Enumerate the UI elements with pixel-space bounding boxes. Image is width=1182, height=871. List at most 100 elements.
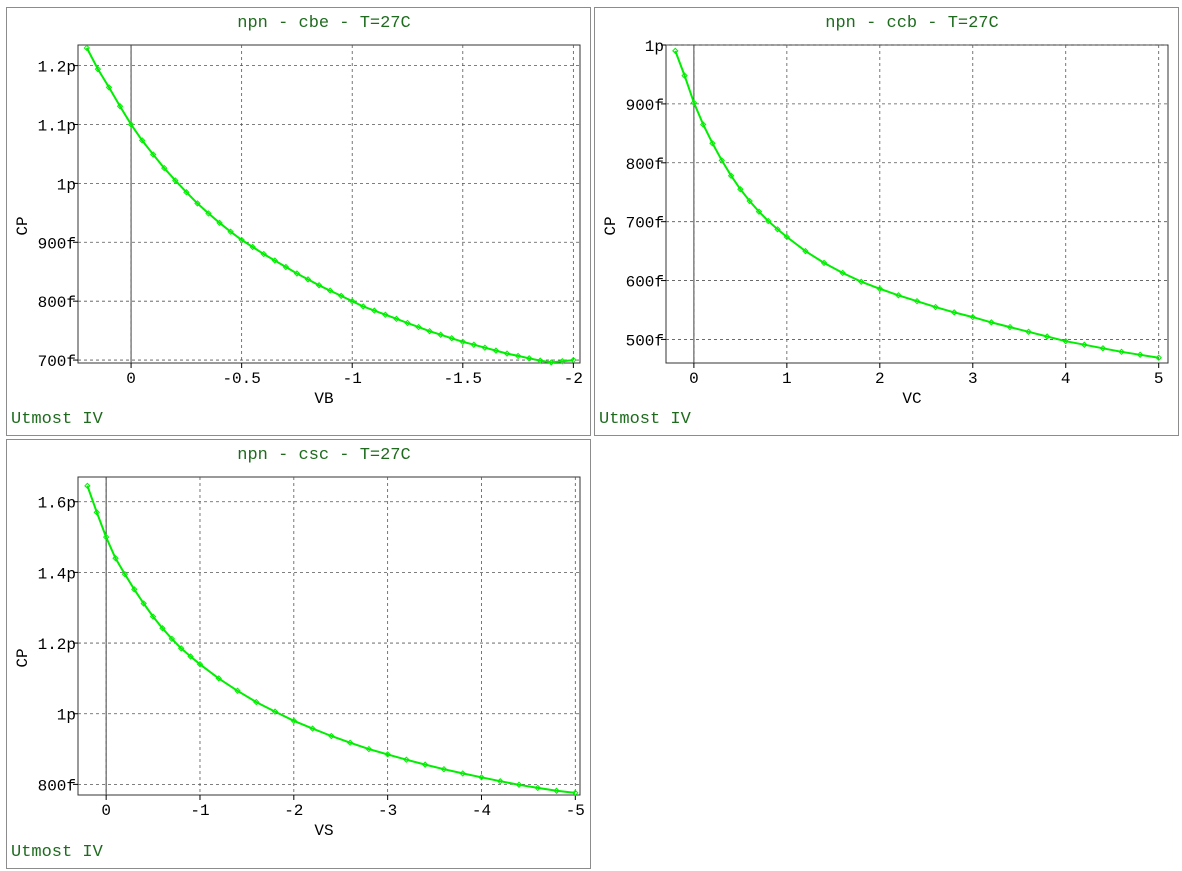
data-point bbox=[534, 784, 541, 792]
data-point bbox=[290, 717, 298, 725]
data-point bbox=[94, 65, 102, 73]
data-point bbox=[1118, 348, 1125, 356]
data-point bbox=[737, 186, 744, 193]
data-point bbox=[337, 292, 345, 300]
y-tick-label: 700f bbox=[626, 215, 664, 233]
x-tick-label: -0.5 bbox=[222, 370, 260, 388]
data-point bbox=[309, 725, 316, 732]
data-point bbox=[183, 189, 190, 196]
data-point bbox=[102, 533, 110, 541]
data-point bbox=[293, 270, 301, 277]
footer-label: Utmost IV bbox=[11, 843, 103, 862]
data-point bbox=[260, 250, 267, 258]
data-point bbox=[681, 72, 688, 79]
data-point bbox=[1043, 333, 1051, 340]
data-point bbox=[478, 774, 485, 781]
data-point bbox=[718, 157, 725, 164]
y-tick-label: 700f bbox=[38, 353, 76, 371]
data-point bbox=[249, 243, 256, 251]
y-tick-label: 1.2p bbox=[38, 636, 76, 654]
data-point bbox=[820, 259, 828, 267]
footer-label: Utmost IV bbox=[11, 410, 103, 429]
y-tick-label: 500f bbox=[626, 332, 664, 350]
data-point bbox=[515, 781, 523, 788]
y-tick-label: 1.4p bbox=[38, 565, 76, 583]
x-tick-label: -1 bbox=[343, 370, 362, 388]
chart-title: npn - ccb - T=27C bbox=[825, 14, 998, 33]
x-tick-label: -5 bbox=[566, 802, 585, 820]
y-tick-label: 1.1p bbox=[38, 118, 76, 136]
y-axis-label: CP bbox=[14, 648, 32, 667]
data-point bbox=[178, 645, 185, 652]
data-point bbox=[802, 247, 809, 255]
x-tick-label: 3 bbox=[968, 370, 978, 388]
y-tick-label: 800f bbox=[626, 156, 664, 174]
data-point bbox=[371, 307, 378, 314]
data-point bbox=[755, 208, 763, 215]
data-point bbox=[253, 698, 260, 706]
data-point bbox=[234, 687, 241, 694]
series-line bbox=[674, 50, 1159, 359]
x-tick-label: 1 bbox=[782, 370, 792, 388]
x-tick-label: -1 bbox=[190, 802, 209, 820]
y-axis-label: CP bbox=[14, 216, 32, 235]
data-point bbox=[765, 217, 772, 225]
data-point bbox=[1136, 351, 1144, 358]
data-point bbox=[858, 278, 865, 285]
data-point bbox=[672, 47, 679, 55]
data-point bbox=[503, 350, 511, 357]
data-point bbox=[328, 732, 335, 740]
data-point bbox=[127, 121, 135, 128]
data-point bbox=[969, 313, 976, 321]
data-point bbox=[271, 708, 279, 715]
data-point bbox=[112, 555, 119, 562]
data-point bbox=[187, 653, 194, 660]
y-tick-label: 1.6p bbox=[38, 495, 76, 513]
data-point bbox=[459, 338, 467, 346]
series-line bbox=[85, 47, 574, 364]
data-point bbox=[783, 233, 791, 241]
data-point bbox=[536, 357, 544, 364]
data-point bbox=[365, 745, 373, 753]
data-point bbox=[149, 151, 157, 158]
data-point bbox=[932, 303, 939, 311]
data-point bbox=[382, 311, 389, 318]
x-tick-label: -1.5 bbox=[444, 370, 482, 388]
data-point bbox=[271, 257, 279, 264]
data-point bbox=[1099, 345, 1107, 352]
data-point bbox=[1062, 338, 1069, 345]
data-point bbox=[360, 303, 367, 310]
x-tick-label: -4 bbox=[472, 802, 491, 820]
data-point bbox=[548, 359, 555, 366]
data-point bbox=[525, 355, 533, 362]
data-point bbox=[116, 103, 124, 110]
y-tick-label: 900f bbox=[38, 235, 76, 253]
y-tick-label: 900f bbox=[626, 97, 664, 115]
x-axis-label: VC bbox=[902, 390, 921, 408]
x-axis-label: VB bbox=[314, 390, 333, 408]
y-tick-label: 1p bbox=[57, 176, 76, 194]
x-tick-label: -3 bbox=[378, 802, 397, 820]
data-point bbox=[415, 323, 422, 331]
chart-title: npn - csc - T=27C bbox=[237, 446, 410, 465]
data-point bbox=[83, 44, 91, 52]
chart-panel-csc: npn - csc - T=27C 0 -1 -2 -3 -4 -5 800f 1p 1.2p 1.… bbox=[6, 439, 591, 869]
data-point bbox=[514, 352, 522, 360]
chart-panel-cbe: npn - cbe - T=27C 0 -0.5 -1 -1.5 -2 700f 800f 90… bbox=[6, 7, 591, 436]
data-point bbox=[346, 739, 354, 746]
data-point bbox=[774, 226, 781, 233]
x-tick-label: 0 bbox=[101, 802, 111, 820]
data-point bbox=[93, 509, 100, 516]
data-point bbox=[709, 140, 716, 147]
chart-svg-ccb: npn - ccb - T=27C 0 1 2 3 4 5 500f 600f 700f 800f 9… bbox=[602, 14, 1169, 408]
y-tick-label: 600f bbox=[626, 274, 664, 292]
data-point bbox=[227, 228, 234, 235]
x-tick-label: 0 bbox=[689, 370, 699, 388]
data-point bbox=[559, 358, 566, 365]
data-point bbox=[570, 356, 577, 364]
data-point bbox=[913, 297, 921, 305]
y-axis-label: CP bbox=[602, 216, 620, 235]
data-point bbox=[326, 287, 334, 294]
x-axis-label: VS bbox=[314, 822, 333, 840]
data-point bbox=[238, 236, 245, 244]
